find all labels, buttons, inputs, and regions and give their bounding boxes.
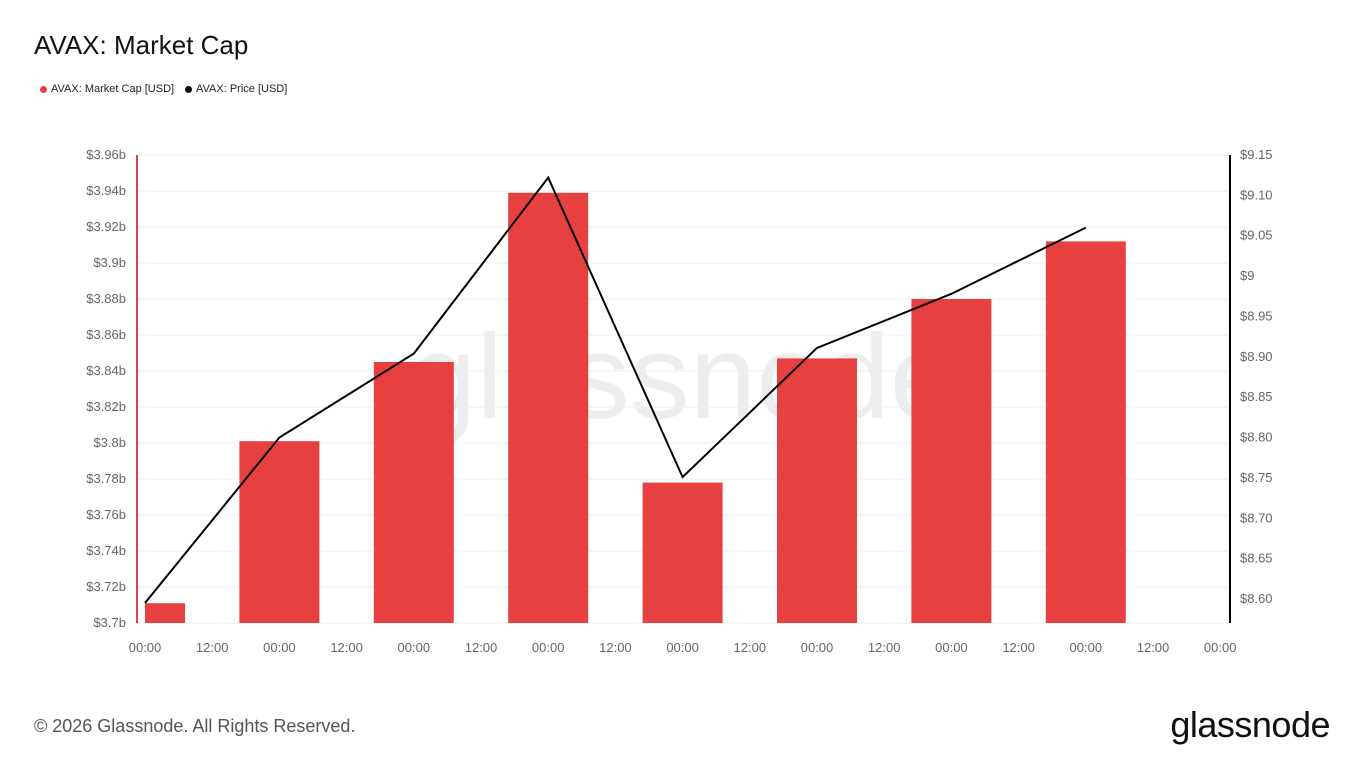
y-right-tick-label: $8.70 xyxy=(1240,510,1273,525)
glassnode-logo: glassnode xyxy=(1170,704,1330,745)
bar xyxy=(777,358,857,623)
y-left-tick-label: $3.7b xyxy=(93,615,126,630)
legend-item-market-cap[interactable]: AVAX: Market Cap [USD] xyxy=(40,83,174,95)
x-tick-label: 12:00 xyxy=(465,640,498,655)
bar xyxy=(145,603,185,623)
x-tick-label: 00:00 xyxy=(398,640,431,655)
legend-dot-red-icon xyxy=(40,85,47,93)
x-tick-label: 12:00 xyxy=(330,640,363,655)
y-left-tick-label: $3.72b xyxy=(86,579,126,594)
copyright-text: © 2026 Glassnode. All Rights Reserved. xyxy=(34,716,356,736)
bar xyxy=(911,299,992,623)
x-tick-label: 00:00 xyxy=(263,640,296,655)
y-right-tick-label: $8.85 xyxy=(1240,389,1273,404)
x-tick-label: 12:00 xyxy=(599,640,632,655)
x-tick-label: 00:00 xyxy=(666,640,699,655)
x-tick-label: 12:00 xyxy=(868,640,901,655)
y-left-tick-label: $3.74b xyxy=(86,543,126,558)
y-left-tick-label: $3.8b xyxy=(93,435,126,450)
y-left-tick-label: $3.88b xyxy=(86,291,126,306)
y-right-tick-label: $8.80 xyxy=(1240,430,1273,445)
x-tick-label: 00:00 xyxy=(935,640,968,655)
y-right-tick-label: $9 xyxy=(1240,268,1254,283)
y-right-tick-label: $8.95 xyxy=(1240,308,1273,323)
x-tick-label: 12:00 xyxy=(734,640,767,655)
bar xyxy=(642,482,723,623)
y-right-tick-label: $8.65 xyxy=(1240,551,1273,566)
y-left-tick-label: $3.82b xyxy=(86,399,126,414)
x-tick-label: 00:00 xyxy=(1204,640,1237,655)
price-line xyxy=(144,175,1087,604)
y-right-tick-label: $9.05 xyxy=(1240,228,1273,243)
bar xyxy=(1045,241,1126,623)
y-left-tick-label: $3.96b xyxy=(86,147,126,162)
chart-title: AVAX: Market Cap xyxy=(34,30,249,60)
legend-item-price[interactable]: AVAX: Price [USD] xyxy=(185,83,287,95)
y-right-tick-label: $9.10 xyxy=(1240,187,1273,202)
y-right-tick-label: $8.60 xyxy=(1240,591,1273,606)
x-tick-label: 12:00 xyxy=(1002,640,1035,655)
bar xyxy=(508,192,589,624)
legend-label: AVAX: Price [USD] xyxy=(196,83,288,95)
legend-label: AVAX: Market Cap [USD] xyxy=(51,83,175,95)
y-left-tick-label: $3.86b xyxy=(86,327,126,342)
y-left-tick-label: $3.94b xyxy=(86,183,126,198)
y-left-tick-label: $3.9b xyxy=(93,255,126,270)
x-tick-label: 12:00 xyxy=(1137,640,1170,655)
y-left-tick-label: $3.76b xyxy=(86,507,126,522)
x-tick-label: 00:00 xyxy=(801,640,834,655)
x-tick-label: 12:00 xyxy=(196,640,229,655)
x-tick-label: 00:00 xyxy=(129,640,162,655)
x-tick-label: 00:00 xyxy=(532,640,565,655)
y-right-tick-label: $8.90 xyxy=(1240,349,1273,364)
y-left-tick-label: $3.92b xyxy=(86,219,126,234)
x-tick-label: 00:00 xyxy=(1070,640,1103,655)
y-left-tick-label: $3.84b xyxy=(86,363,126,378)
y-left-tick-label: $3.78b xyxy=(86,471,126,486)
bar xyxy=(239,441,320,623)
bar xyxy=(373,362,454,623)
y-right-tick-label: $8.75 xyxy=(1240,470,1273,485)
watermark: glassnode xyxy=(409,310,956,444)
y-right-tick-label: $9.15 xyxy=(1240,147,1273,162)
legend-dot-black-icon xyxy=(185,85,192,93)
